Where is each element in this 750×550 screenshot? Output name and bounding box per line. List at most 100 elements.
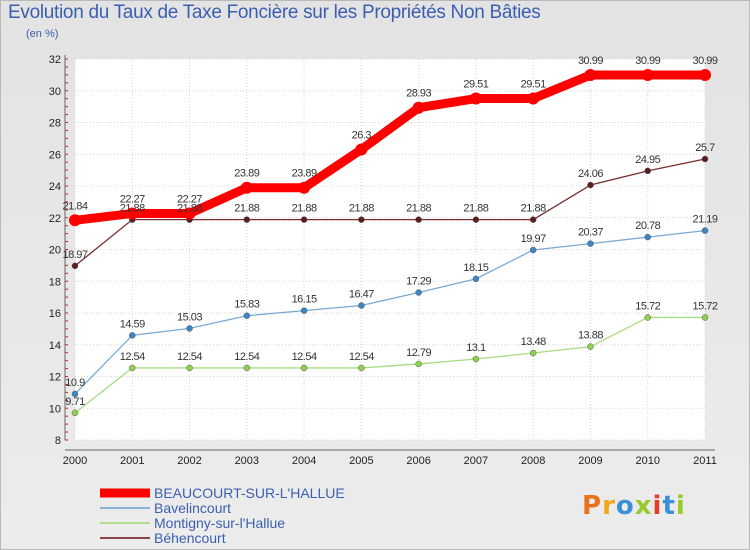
data-label: 15.72 xyxy=(635,300,660,312)
data-point xyxy=(472,216,480,223)
logo-letter: P xyxy=(582,491,603,521)
data-point xyxy=(472,355,480,363)
data-label: 29.51 xyxy=(463,79,488,91)
data-point xyxy=(644,233,651,241)
data-point xyxy=(240,181,253,194)
data-point xyxy=(71,262,79,270)
data-point xyxy=(183,207,196,220)
data-point xyxy=(415,289,422,296)
data-point xyxy=(71,390,79,398)
data-point xyxy=(129,332,136,339)
x-tick-label: 2004 xyxy=(292,455,316,467)
data-point xyxy=(529,246,537,254)
data-point xyxy=(126,207,139,220)
legend-entry: Béhencourt xyxy=(154,530,226,546)
data-point xyxy=(298,181,311,194)
chart-title: Evolution du Taux de Taxe Foncière sur l… xyxy=(8,2,541,23)
logo-letter: o xyxy=(615,491,635,521)
data-label: 20.78 xyxy=(635,220,660,232)
grid xyxy=(74,58,706,441)
y-tick-label: 30 xyxy=(49,86,61,98)
data-label: 21.88 xyxy=(406,203,431,215)
x-tick-label: 2006 xyxy=(406,455,430,467)
data-point xyxy=(243,312,251,319)
x-tick-label: 2007 xyxy=(464,455,488,467)
y-tick-label: 18 xyxy=(49,276,61,288)
data-label: 16.47 xyxy=(349,289,374,301)
proxiti-logo: Proxiti xyxy=(582,491,686,521)
data-label: 21.88 xyxy=(521,203,546,215)
data-point xyxy=(699,69,711,82)
data-label: 26.3 xyxy=(352,129,372,141)
data-label: 12.54 xyxy=(120,351,145,363)
data-point xyxy=(358,302,365,309)
y-tick-label: 16 xyxy=(49,308,61,320)
y-tick-label: 20 xyxy=(49,245,61,257)
series-layer xyxy=(69,69,711,417)
data-point xyxy=(129,364,136,372)
data-label: 21.88 xyxy=(463,203,488,215)
data-label: 24.06 xyxy=(578,168,603,180)
data-point xyxy=(243,216,251,223)
legend: BEAUCOURT-SUR-L'HALLUEBavelincourtMontig… xyxy=(100,485,345,546)
data-point xyxy=(415,360,422,368)
data-label: 30.99 xyxy=(578,55,603,67)
data-point xyxy=(644,167,651,175)
data-label: 21.88 xyxy=(120,203,145,215)
axes: 8 10 12 14 16 18 20 22 24 26 28 30 32 2000 2001 2002 200… xyxy=(49,54,717,467)
logo-letter: r xyxy=(602,491,616,521)
y-tick-label: 14 xyxy=(49,340,61,352)
data-point xyxy=(701,155,709,163)
data-label: 15.83 xyxy=(234,299,259,311)
data-label: 12.54 xyxy=(292,351,317,363)
data-point xyxy=(358,364,365,372)
data-labels: 21.84 22.27 22.27 23.89 23.89 26.3 28.93 29.51 2… xyxy=(62,55,718,408)
data-label: 17.29 xyxy=(406,276,431,288)
data-label: 23.89 xyxy=(292,168,317,180)
data-point xyxy=(472,275,480,283)
data-point xyxy=(587,343,594,350)
data-point xyxy=(529,349,537,357)
data-label: 15.03 xyxy=(177,311,202,323)
y-tick-label: 32 xyxy=(49,54,61,66)
data-point xyxy=(415,216,422,223)
logo-letter: i xyxy=(675,491,686,521)
legend-entry: BEAUCOURT-SUR-L'HALLUE xyxy=(154,485,345,501)
x-tick-label: 2008 xyxy=(521,455,545,467)
data-label: 25.7 xyxy=(695,142,715,154)
data-point xyxy=(527,92,540,105)
data-label: 21.84 xyxy=(62,200,87,212)
data-point xyxy=(71,409,79,417)
data-point xyxy=(412,101,425,114)
series-line-3 xyxy=(74,158,706,267)
x-tick-label: 2001 xyxy=(120,455,144,467)
data-label: 12.54 xyxy=(234,351,259,363)
data-point xyxy=(358,216,365,223)
data-label: 13.88 xyxy=(578,330,603,342)
x-tick-label: 2010 xyxy=(635,455,659,467)
data-point xyxy=(355,143,368,156)
data-point xyxy=(300,307,308,314)
data-label: 12.54 xyxy=(177,351,202,363)
data-label: 16.15 xyxy=(292,294,317,306)
data-label: 21.88 xyxy=(349,203,374,215)
y-tick-label: 8 xyxy=(55,435,61,447)
data-point xyxy=(186,325,193,332)
y-tick-label: 24 xyxy=(49,181,61,193)
y-axis-unit: (en %) xyxy=(26,28,59,40)
data-point xyxy=(69,214,81,227)
data-point xyxy=(186,364,193,372)
data-label: 14.59 xyxy=(120,318,145,330)
data-label: 30.99 xyxy=(692,55,717,67)
data-label: 18.15 xyxy=(463,262,488,274)
data-point xyxy=(701,314,709,321)
data-label: 10.9 xyxy=(65,377,85,389)
data-label: 13.1 xyxy=(466,342,486,354)
x-tick-label: 2005 xyxy=(349,455,373,467)
data-point xyxy=(641,69,654,82)
data-point xyxy=(469,92,482,105)
data-label: 30.99 xyxy=(635,55,660,67)
series-line-1 xyxy=(74,229,706,395)
legend-entry: Bavelincourt xyxy=(154,500,231,516)
